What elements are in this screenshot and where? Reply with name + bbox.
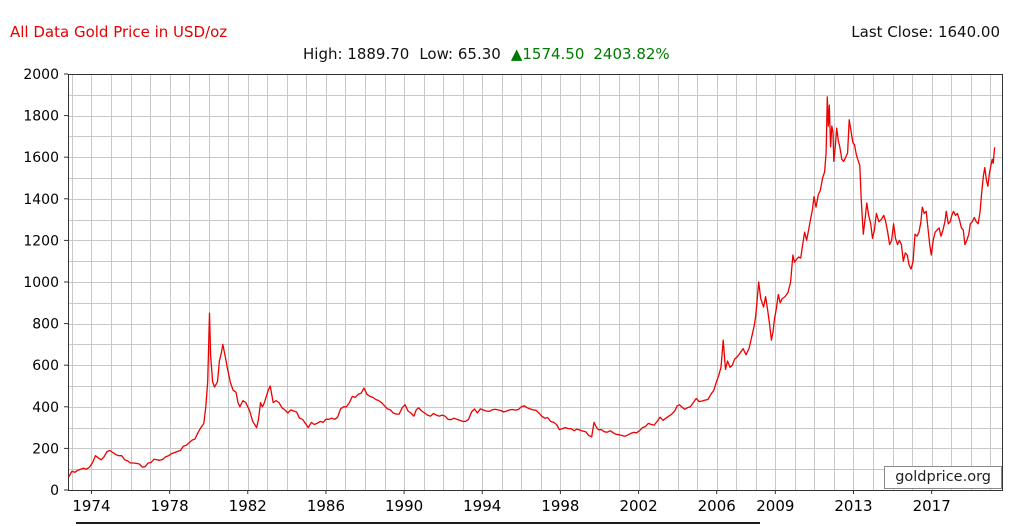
svg-text:2000: 2000 [23, 67, 59, 83]
last-close-stat: Last Close: 1640.00 [851, 23, 1000, 41]
svg-text:800: 800 [32, 317, 59, 333]
high-stat: High: 1889.70 [303, 45, 410, 63]
plot-border [68, 74, 1003, 491]
gold-price-line [68, 96, 996, 478]
svg-text:1800: 1800 [23, 109, 59, 125]
x-axis-labels: 1974 1978 1982 1986 1990 1994 1998 2002 2006 2009… [72, 490, 951, 515]
price-line-chart[interactable]: 0 200 400 600 800 1000 1200 1400 1600 1800 2000 197… [0, 62, 1024, 526]
y-axis-labels: 0 200 400 600 800 1000 1200 1400 1600 1800 2000 [23, 67, 68, 499]
svg-text:1994: 1994 [463, 497, 501, 515]
svg-text:1986: 1986 [307, 497, 345, 515]
chart-title: All Data Gold Price in USD/oz [10, 23, 228, 41]
svg-text:400: 400 [32, 400, 59, 416]
cropped-bottom-line [76, 522, 760, 524]
watermark: goldprice.org [884, 466, 1002, 489]
up-arrow-icon: ▲ [510, 45, 523, 63]
svg-text:1978: 1978 [151, 497, 189, 515]
svg-text:2017: 2017 [913, 497, 951, 515]
svg-text:1600: 1600 [23, 150, 59, 166]
svg-text:1982: 1982 [229, 497, 267, 515]
svg-text:1998: 1998 [541, 497, 579, 515]
svg-text:1990: 1990 [385, 497, 423, 515]
svg-text:2006: 2006 [698, 497, 736, 515]
svg-text:2002: 2002 [619, 497, 657, 515]
svg-text:200: 200 [32, 441, 59, 457]
change-percent: 2403.82% [593, 45, 670, 63]
svg-text:0: 0 [50, 483, 59, 499]
svg-text:1000: 1000 [23, 275, 59, 291]
change-value: 1574.50 [522, 45, 585, 63]
change-stat: ▲1574.50 2403.82% [511, 45, 670, 63]
svg-text:1974: 1974 [72, 497, 110, 515]
svg-text:2013: 2013 [834, 497, 872, 515]
svg-text:2009: 2009 [756, 497, 794, 515]
svg-text:1200: 1200 [23, 233, 59, 249]
chart-stats: High: 1889.70 Low: 65.30 ▲1574.50 2403.82% [303, 45, 670, 63]
chart-grid [68, 74, 1002, 490]
svg-text:1400: 1400 [23, 192, 59, 208]
low-stat: Low: 65.30 [419, 45, 501, 63]
svg-text:600: 600 [32, 358, 59, 374]
